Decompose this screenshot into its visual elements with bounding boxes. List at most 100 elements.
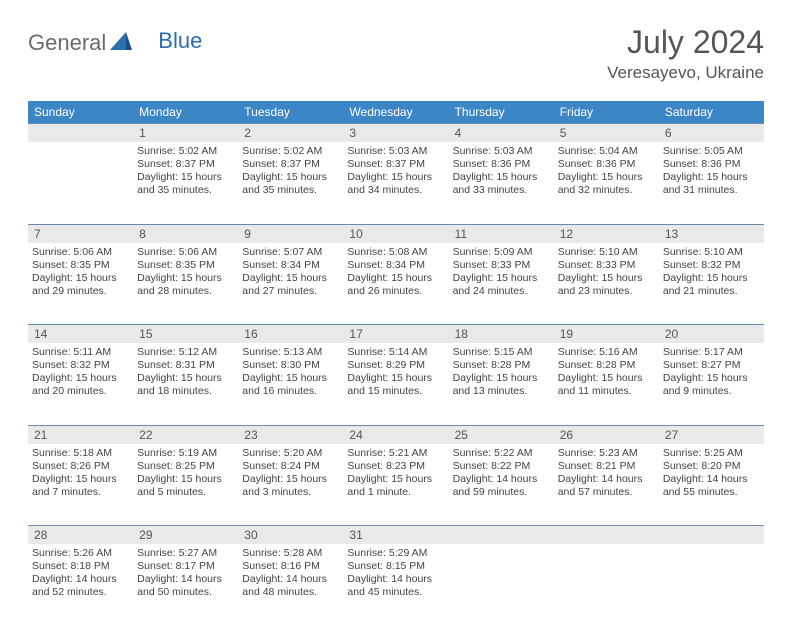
sunset-text: Sunset: 8:30 PM xyxy=(242,359,339,372)
day-number-cell: 27 xyxy=(659,425,764,444)
weekday-header: Thursday xyxy=(449,101,554,124)
day-cell xyxy=(28,142,133,224)
day-cell: Sunrise: 5:18 AMSunset: 8:26 PMDaylight:… xyxy=(28,444,133,526)
sunrise-text: Sunrise: 5:02 AM xyxy=(137,145,234,158)
sunrise-text: Sunrise: 5:18 AM xyxy=(32,447,129,460)
sunset-text: Sunset: 8:33 PM xyxy=(558,259,655,272)
day-number-row: 28293031 xyxy=(28,526,764,545)
weekday-header: Monday xyxy=(133,101,238,124)
day-cell: Sunrise: 5:29 AMSunset: 8:15 PMDaylight:… xyxy=(343,544,448,626)
day-cell: Sunrise: 5:26 AMSunset: 8:18 PMDaylight:… xyxy=(28,544,133,626)
sunset-text: Sunset: 8:28 PM xyxy=(453,359,550,372)
day-number-cell: 11 xyxy=(449,224,554,243)
sunset-text: Sunset: 8:33 PM xyxy=(453,259,550,272)
sunset-text: Sunset: 8:36 PM xyxy=(558,158,655,171)
day-cell: Sunrise: 5:03 AMSunset: 8:36 PMDaylight:… xyxy=(449,142,554,224)
daylight-text: Daylight: 14 hours and 50 minutes. xyxy=(137,573,234,599)
page-header: General Blue July 2024 Veresayevo, Ukrai… xyxy=(28,24,764,83)
day-number-cell: 5 xyxy=(554,124,659,143)
sunrise-text: Sunrise: 5:25 AM xyxy=(663,447,760,460)
daylight-text: Daylight: 15 hours and 28 minutes. xyxy=(137,272,234,298)
sunrise-text: Sunrise: 5:16 AM xyxy=(558,346,655,359)
day-number-cell: 23 xyxy=(238,425,343,444)
day-number-cell: 2 xyxy=(238,124,343,143)
daylight-text: Daylight: 15 hours and 1 minute. xyxy=(347,473,444,499)
day-number-cell: 25 xyxy=(449,425,554,444)
day-number-cell: 1 xyxy=(133,124,238,143)
daylight-text: Daylight: 15 hours and 9 minutes. xyxy=(663,372,760,398)
day-number-cell: 20 xyxy=(659,325,764,344)
day-number-cell: 6 xyxy=(659,124,764,143)
day-number-cell: 24 xyxy=(343,425,448,444)
day-cell: Sunrise: 5:15 AMSunset: 8:28 PMDaylight:… xyxy=(449,343,554,425)
day-cell: Sunrise: 5:08 AMSunset: 8:34 PMDaylight:… xyxy=(343,243,448,325)
day-cell: Sunrise: 5:13 AMSunset: 8:30 PMDaylight:… xyxy=(238,343,343,425)
daylight-text: Daylight: 14 hours and 59 minutes. xyxy=(453,473,550,499)
logo: General Blue xyxy=(28,24,202,56)
logo-text-blue: Blue xyxy=(158,28,202,54)
daylight-text: Daylight: 15 hours and 35 minutes. xyxy=(242,171,339,197)
day-content-row: Sunrise: 5:26 AMSunset: 8:18 PMDaylight:… xyxy=(28,544,764,626)
sunrise-text: Sunrise: 5:03 AM xyxy=(453,145,550,158)
day-cell: Sunrise: 5:03 AMSunset: 8:37 PMDaylight:… xyxy=(343,142,448,224)
day-number-cell: 19 xyxy=(554,325,659,344)
weekday-header: Saturday xyxy=(659,101,764,124)
sunrise-text: Sunrise: 5:09 AM xyxy=(453,246,550,259)
day-number-cell xyxy=(28,124,133,143)
sunrise-text: Sunrise: 5:13 AM xyxy=(242,346,339,359)
day-cell: Sunrise: 5:06 AMSunset: 8:35 PMDaylight:… xyxy=(133,243,238,325)
sunset-text: Sunset: 8:27 PM xyxy=(663,359,760,372)
month-title: July 2024 xyxy=(607,24,764,61)
sunrise-text: Sunrise: 5:08 AM xyxy=(347,246,444,259)
day-number-row: 21222324252627 xyxy=(28,425,764,444)
day-number-cell xyxy=(554,526,659,545)
weekday-header-row: Sunday Monday Tuesday Wednesday Thursday… xyxy=(28,101,764,124)
day-cell: Sunrise: 5:21 AMSunset: 8:23 PMDaylight:… xyxy=(343,444,448,526)
day-cell: Sunrise: 5:04 AMSunset: 8:36 PMDaylight:… xyxy=(554,142,659,224)
day-number-cell: 29 xyxy=(133,526,238,545)
day-cell: Sunrise: 5:19 AMSunset: 8:25 PMDaylight:… xyxy=(133,444,238,526)
sunset-text: Sunset: 8:37 PM xyxy=(347,158,444,171)
daylight-text: Daylight: 14 hours and 45 minutes. xyxy=(347,573,444,599)
sunrise-text: Sunrise: 5:05 AM xyxy=(663,145,760,158)
daylight-text: Daylight: 15 hours and 34 minutes. xyxy=(347,171,444,197)
calendar-table: Sunday Monday Tuesday Wednesday Thursday… xyxy=(28,101,764,626)
sunset-text: Sunset: 8:22 PM xyxy=(453,460,550,473)
sunset-text: Sunset: 8:31 PM xyxy=(137,359,234,372)
daylight-text: Daylight: 15 hours and 21 minutes. xyxy=(663,272,760,298)
day-cell: Sunrise: 5:10 AMSunset: 8:32 PMDaylight:… xyxy=(659,243,764,325)
daylight-text: Daylight: 15 hours and 3 minutes. xyxy=(242,473,339,499)
day-cell: Sunrise: 5:22 AMSunset: 8:22 PMDaylight:… xyxy=(449,444,554,526)
sunrise-text: Sunrise: 5:10 AM xyxy=(558,246,655,259)
sunset-text: Sunset: 8:17 PM xyxy=(137,560,234,573)
sunset-text: Sunset: 8:35 PM xyxy=(137,259,234,272)
sunrise-text: Sunrise: 5:20 AM xyxy=(242,447,339,460)
day-content-row: Sunrise: 5:06 AMSunset: 8:35 PMDaylight:… xyxy=(28,243,764,325)
daylight-text: Daylight: 14 hours and 57 minutes. xyxy=(558,473,655,499)
daylight-text: Daylight: 15 hours and 35 minutes. xyxy=(137,171,234,197)
day-cell: Sunrise: 5:27 AMSunset: 8:17 PMDaylight:… xyxy=(133,544,238,626)
day-number-cell: 9 xyxy=(238,224,343,243)
daylight-text: Daylight: 15 hours and 27 minutes. xyxy=(242,272,339,298)
day-cell: Sunrise: 5:07 AMSunset: 8:34 PMDaylight:… xyxy=(238,243,343,325)
sunrise-text: Sunrise: 5:21 AM xyxy=(347,447,444,460)
sunrise-text: Sunrise: 5:07 AM xyxy=(242,246,339,259)
daylight-text: Daylight: 15 hours and 33 minutes. xyxy=(453,171,550,197)
day-number-cell: 8 xyxy=(133,224,238,243)
sunrise-text: Sunrise: 5:03 AM xyxy=(347,145,444,158)
daylight-text: Daylight: 14 hours and 52 minutes. xyxy=(32,573,129,599)
day-number-cell xyxy=(659,526,764,545)
day-cell: Sunrise: 5:20 AMSunset: 8:24 PMDaylight:… xyxy=(238,444,343,526)
daylight-text: Daylight: 15 hours and 32 minutes. xyxy=(558,171,655,197)
sunrise-text: Sunrise: 5:06 AM xyxy=(32,246,129,259)
daylight-text: Daylight: 15 hours and 24 minutes. xyxy=(453,272,550,298)
day-number-cell: 15 xyxy=(133,325,238,344)
sunset-text: Sunset: 8:36 PM xyxy=(663,158,760,171)
day-cell: Sunrise: 5:09 AMSunset: 8:33 PMDaylight:… xyxy=(449,243,554,325)
day-number-cell: 3 xyxy=(343,124,448,143)
sunrise-text: Sunrise: 5:29 AM xyxy=(347,547,444,560)
day-cell: Sunrise: 5:05 AMSunset: 8:36 PMDaylight:… xyxy=(659,142,764,224)
sunset-text: Sunset: 8:16 PM xyxy=(242,560,339,573)
day-number-cell: 18 xyxy=(449,325,554,344)
weekday-header: Tuesday xyxy=(238,101,343,124)
